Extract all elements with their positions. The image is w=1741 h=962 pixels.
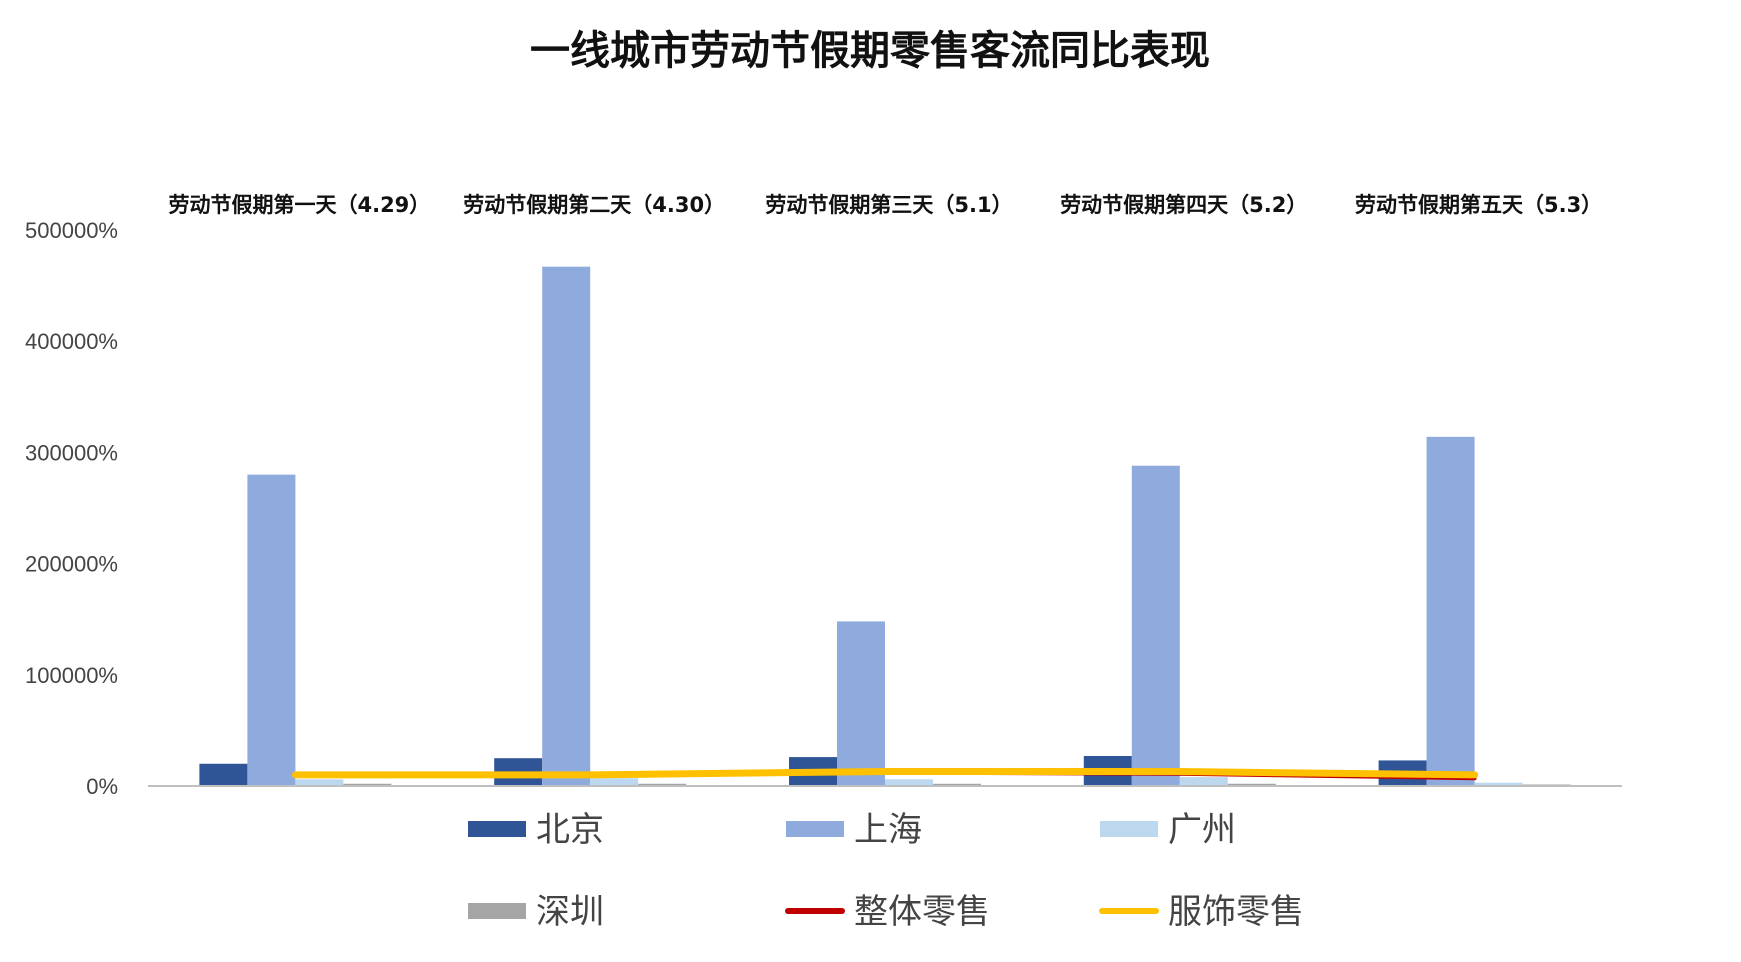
category-label: 劳动节假期第一天（4.29） <box>168 193 430 217</box>
line-marks <box>291 768 1479 781</box>
bar <box>837 621 885 786</box>
y-tick-label: 200000% <box>25 552 118 577</box>
y-tick-label: 300000% <box>25 440 118 465</box>
bar <box>295 779 344 786</box>
legend-label: 服饰零售 <box>1168 892 1304 932</box>
bar-marks <box>199 266 1571 786</box>
bar <box>1474 782 1523 786</box>
y-axis: 0% 100000% 200000% 300000% 400000% 500000% <box>25 218 118 799</box>
legend-label: 北京 <box>536 810 604 850</box>
y-tick-label: 400000% <box>25 329 118 354</box>
category-label: 劳动节假期第三天（5.1） <box>765 193 1012 217</box>
bar <box>1131 465 1180 786</box>
category-label: 劳动节假期第四天（5.2） <box>1060 193 1307 217</box>
bar <box>885 779 933 786</box>
bar <box>1426 436 1475 786</box>
bar <box>199 763 248 786</box>
legend-swatch <box>786 821 844 837</box>
series-line <box>291 768 1479 779</box>
legend-label: 广州 <box>1168 810 1236 850</box>
category-labels: 劳动节假期第一天（4.29） 劳动节假期第二天（4.30） 劳动节假期第三天（5.1… <box>168 193 1602 217</box>
bar <box>542 266 591 786</box>
bar <box>1227 783 1276 786</box>
legend-swatch <box>468 821 526 837</box>
y-tick-label: 0% <box>86 774 118 799</box>
legend-swatch <box>468 903 526 919</box>
bar <box>638 783 687 786</box>
bar <box>1179 777 1228 786</box>
bar <box>343 783 392 786</box>
legend-label: 深圳 <box>536 892 604 932</box>
legend-label: 上海 <box>854 810 922 850</box>
legend-label: 整体零售 <box>854 892 990 932</box>
legend-swatch <box>1100 821 1158 837</box>
bar <box>590 778 639 786</box>
y-tick-label: 500000% <box>25 218 118 243</box>
bar <box>247 474 296 786</box>
bar <box>933 783 981 786</box>
y-tick-label: 100000% <box>25 663 118 688</box>
chart-title: 一线城市劳动节假期零售客流同比表现 <box>530 27 1210 74</box>
category-label: 劳动节假期第五天（5.3） <box>1355 193 1602 217</box>
category-label: 劳动节假期第二天（4.30） <box>463 193 725 217</box>
